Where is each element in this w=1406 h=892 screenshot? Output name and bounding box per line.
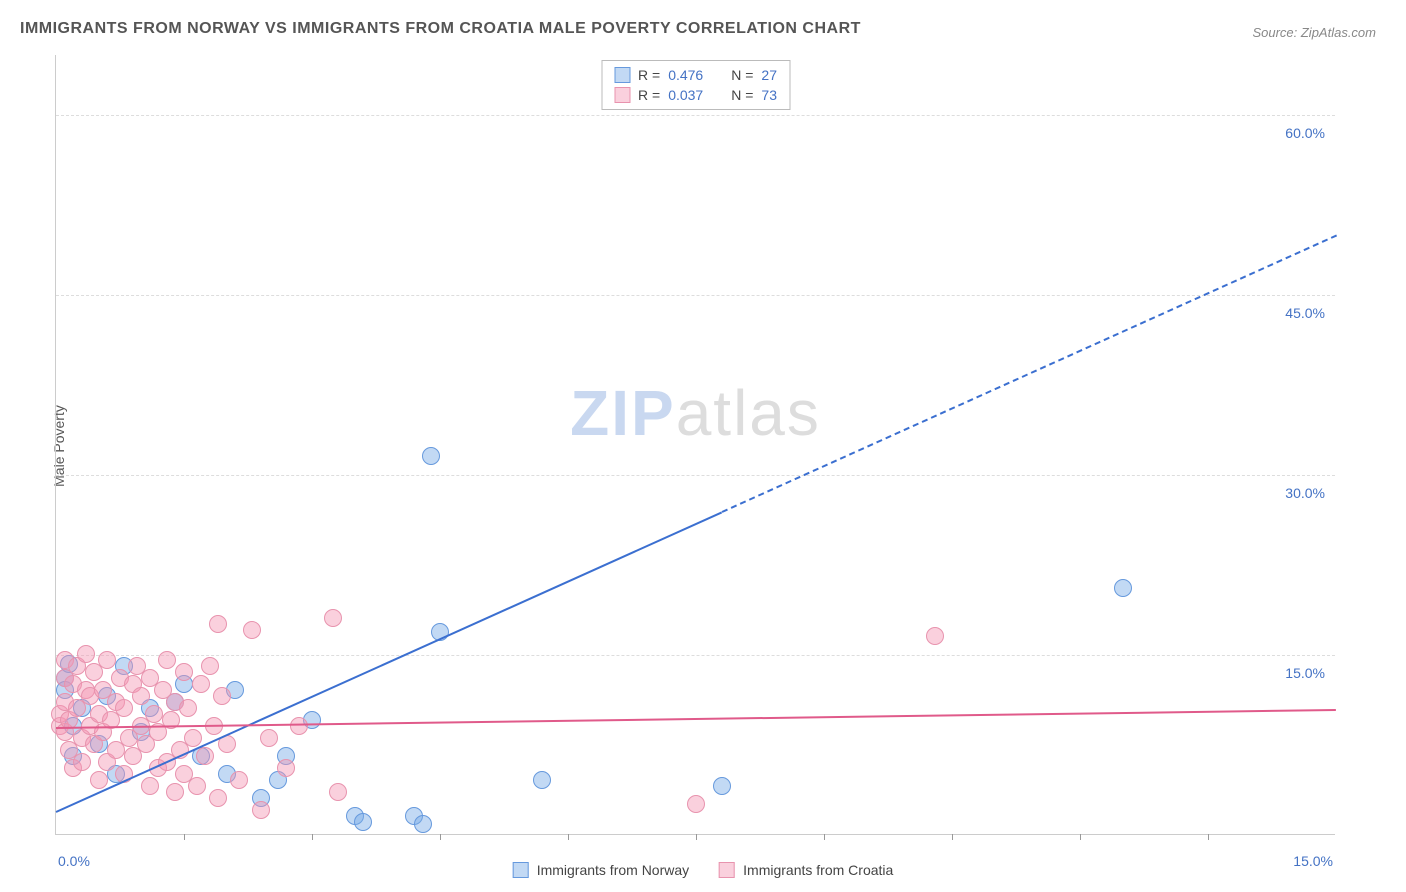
source-attribution: Source: ZipAtlas.com [1252, 25, 1376, 40]
scatter-point [354, 813, 372, 831]
watermark: ZIPatlas [570, 376, 821, 450]
scatter-point [1114, 579, 1132, 597]
n-label: N = [731, 87, 753, 103]
n-value: 27 [761, 67, 777, 83]
scatter-point [213, 687, 231, 705]
scatter-point [158, 651, 176, 669]
scatter-point [926, 627, 944, 645]
gridline-horizontal [56, 475, 1335, 476]
gridline-horizontal [56, 295, 1335, 296]
r-label: R = [638, 87, 660, 103]
series-legend-item: Immigrants from Norway [513, 862, 689, 878]
legend-swatch [614, 87, 630, 103]
scatter-point [260, 729, 278, 747]
n-label: N = [731, 67, 753, 83]
scatter-point [201, 657, 219, 675]
scatter-point [230, 771, 248, 789]
x-tick-label-left: 0.0% [58, 853, 90, 869]
series-legend-label: Immigrants from Croatia [743, 862, 893, 878]
r-value: 0.476 [668, 67, 703, 83]
series-legend-label: Immigrants from Norway [537, 862, 689, 878]
scatter-point [324, 609, 342, 627]
legend-swatch [513, 862, 529, 878]
scatter-point [329, 783, 347, 801]
scatter-point [687, 795, 705, 813]
scatter-point [192, 675, 210, 693]
gridline-horizontal [56, 655, 1335, 656]
correlation-legend-row: R = 0.476 N = 27 [614, 65, 777, 85]
scatter-point [290, 717, 308, 735]
x-tick [312, 834, 313, 840]
scatter-point [243, 621, 261, 639]
scatter-point [209, 615, 227, 633]
trend-line [56, 709, 1336, 729]
x-tick [824, 834, 825, 840]
correlation-legend-row: R = 0.037 N = 73 [614, 85, 777, 105]
scatter-point [252, 801, 270, 819]
n-value: 73 [761, 87, 777, 103]
watermark-prefix: ZIP [570, 377, 676, 449]
y-tick-label: 30.0% [1285, 485, 1325, 501]
scatter-point [188, 777, 206, 795]
trend-line [721, 235, 1336, 513]
y-tick-label: 45.0% [1285, 305, 1325, 321]
x-tick [1208, 834, 1209, 840]
legend-swatch [719, 862, 735, 878]
r-label: R = [638, 67, 660, 83]
scatter-point [98, 651, 116, 669]
scatter-point [184, 729, 202, 747]
scatter-point [277, 759, 295, 777]
scatter-point [145, 705, 163, 723]
scatter-point [179, 699, 197, 717]
plot-area: ZIPatlas R = 0.476N = 27R = 0.037N = 73 … [55, 55, 1335, 835]
r-value: 0.037 [668, 87, 703, 103]
scatter-point [196, 747, 214, 765]
scatter-point [141, 777, 159, 795]
scatter-point [175, 663, 193, 681]
x-tick [184, 834, 185, 840]
scatter-point [73, 753, 91, 771]
correlation-legend: R = 0.476 N = 27 R = 0.037 N = 73 [601, 60, 790, 110]
x-tick [440, 834, 441, 840]
y-tick-label: 60.0% [1285, 125, 1325, 141]
scatter-point [209, 789, 227, 807]
scatter-point [77, 645, 95, 663]
scatter-point [414, 815, 432, 833]
y-tick-label: 15.0% [1285, 665, 1325, 681]
scatter-point [422, 447, 440, 465]
trend-line [56, 512, 722, 813]
watermark-suffix: atlas [676, 377, 821, 449]
scatter-point [90, 771, 108, 789]
page-title: IMMIGRANTS FROM NORWAY VS IMMIGRANTS FRO… [20, 20, 861, 38]
gridline-horizontal [56, 115, 1335, 116]
legend-swatch [614, 67, 630, 83]
scatter-point [533, 771, 551, 789]
x-tick [1080, 834, 1081, 840]
scatter-point [115, 699, 133, 717]
source-value: ZipAtlas.com [1301, 25, 1376, 40]
x-tick [952, 834, 953, 840]
x-tick-label-right: 15.0% [1293, 853, 1333, 869]
scatter-point [713, 777, 731, 795]
series-legend: Immigrants from Norway Immigrants from Cr… [513, 862, 894, 878]
source-label: Source: [1252, 25, 1300, 40]
x-tick [568, 834, 569, 840]
series-legend-item: Immigrants from Croatia [719, 862, 893, 878]
x-tick [696, 834, 697, 840]
scatter-point [166, 783, 184, 801]
scatter-point [132, 687, 150, 705]
